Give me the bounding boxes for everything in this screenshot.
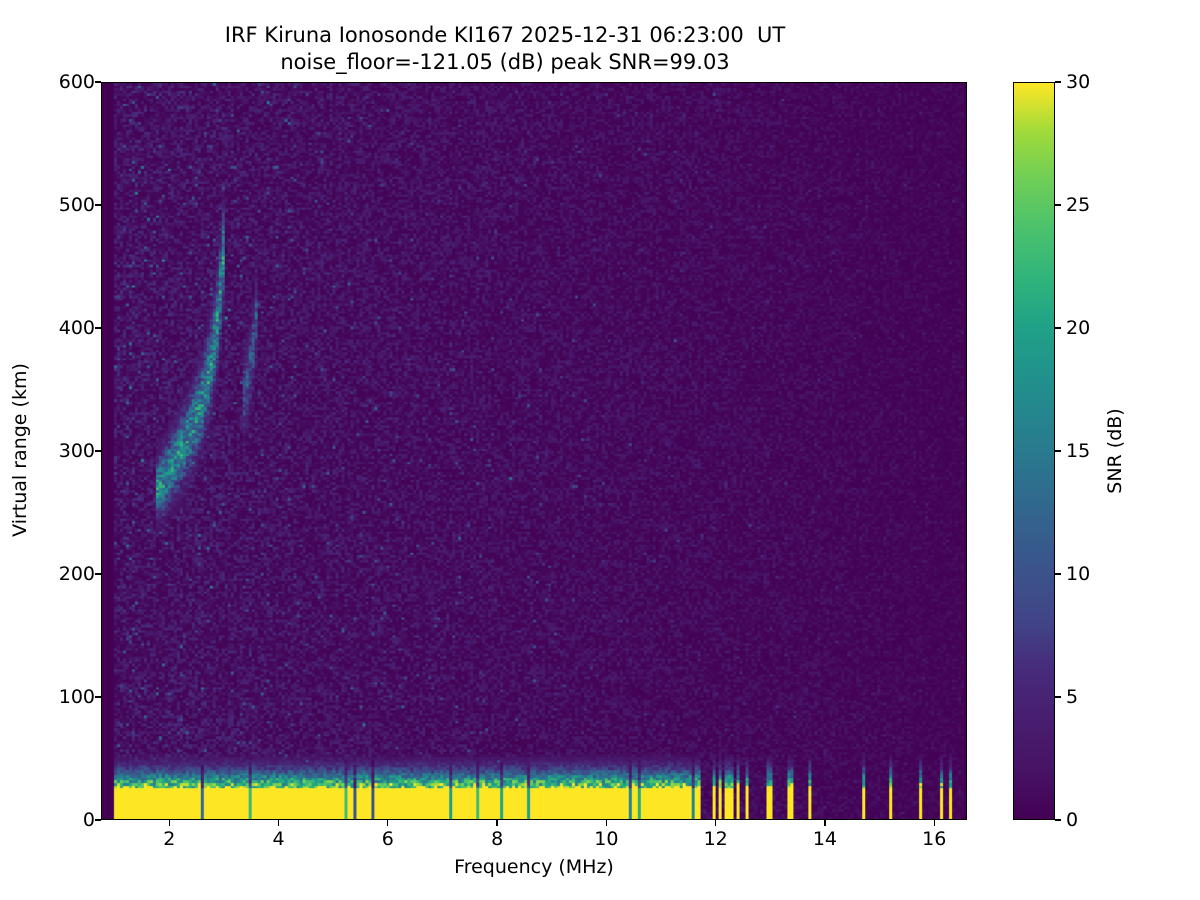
ionogram-heatmap-canvas (102, 83, 966, 819)
y-tick-mark (95, 204, 101, 206)
x-tick-mark (605, 820, 608, 826)
y-tick-label: 300 (58, 440, 95, 462)
colorbar-tick-label: 25 (1066, 194, 1091, 216)
colorbar-tick-label: 15 (1066, 440, 1091, 462)
title-line-1: IRF Kiruna Ionosonde KI167 2025-12-31 06… (224, 23, 786, 47)
x-tick-label: 12 (703, 828, 728, 850)
x-tick-mark (496, 820, 498, 826)
y-axis-label: Virtual range (km) (9, 363, 31, 537)
colorbar-tick-label: 5 (1066, 686, 1079, 708)
colorbar-tick-mark (1055, 204, 1061, 206)
y-tick-mark (95, 450, 101, 452)
y-tick-label: 500 (58, 194, 95, 216)
x-tick-label: 10 (594, 828, 619, 850)
y-tick-label: 100 (58, 686, 95, 708)
x-tick-mark (387, 820, 389, 826)
colorbar-tick-label: 10 (1066, 563, 1091, 585)
y-tick-label: 0 (82, 809, 95, 831)
colorbar-tick-mark (1055, 81, 1061, 83)
x-tick-mark (824, 820, 826, 826)
colorbar-gradient (1013, 82, 1055, 820)
y-tick-label: 200 (58, 563, 95, 585)
x-tick-label: 6 (381, 828, 394, 850)
figure-title: IRF Kiruna Ionosonde KI167 2025-12-31 06… (0, 22, 1010, 76)
x-tick-label: 2 (163, 828, 176, 850)
colorbar-tick-mark (1055, 327, 1061, 329)
y-tick-mark (95, 696, 101, 698)
x-axis-label: Frequency (MHz) (454, 856, 614, 878)
x-tick-label: 16 (922, 828, 947, 850)
colorbar-tick-mark (1055, 450, 1061, 452)
colorbar-tick-label: 20 (1066, 317, 1091, 339)
x-tick-label: 8 (491, 828, 504, 850)
y-tick-mark (95, 573, 101, 575)
y-tick-mark (95, 819, 101, 821)
colorbar-label: SNR (dB) (1104, 408, 1126, 494)
x-tick-mark (933, 820, 935, 826)
y-tick-mark (95, 81, 101, 83)
y-tick-label: 400 (58, 317, 95, 339)
heatmap-axes (101, 82, 967, 820)
colorbar-tick-mark (1055, 696, 1061, 698)
y-tick-mark (95, 327, 101, 329)
colorbar-tick-mark (1055, 819, 1061, 821)
colorbar-tick-label: 30 (1066, 71, 1091, 93)
colorbar-tick-mark (1055, 573, 1061, 575)
title-line-2: noise_floor=-121.05 (dB) peak SNR=99.03 (280, 50, 730, 74)
x-tick-mark (168, 820, 170, 826)
colorbar-tick-label: 0 (1066, 809, 1079, 831)
x-tick-mark (715, 820, 717, 826)
x-tick-label: 4 (272, 828, 285, 850)
x-tick-mark (277, 820, 280, 826)
y-tick-label: 600 (58, 71, 95, 93)
x-tick-label: 14 (812, 828, 838, 850)
